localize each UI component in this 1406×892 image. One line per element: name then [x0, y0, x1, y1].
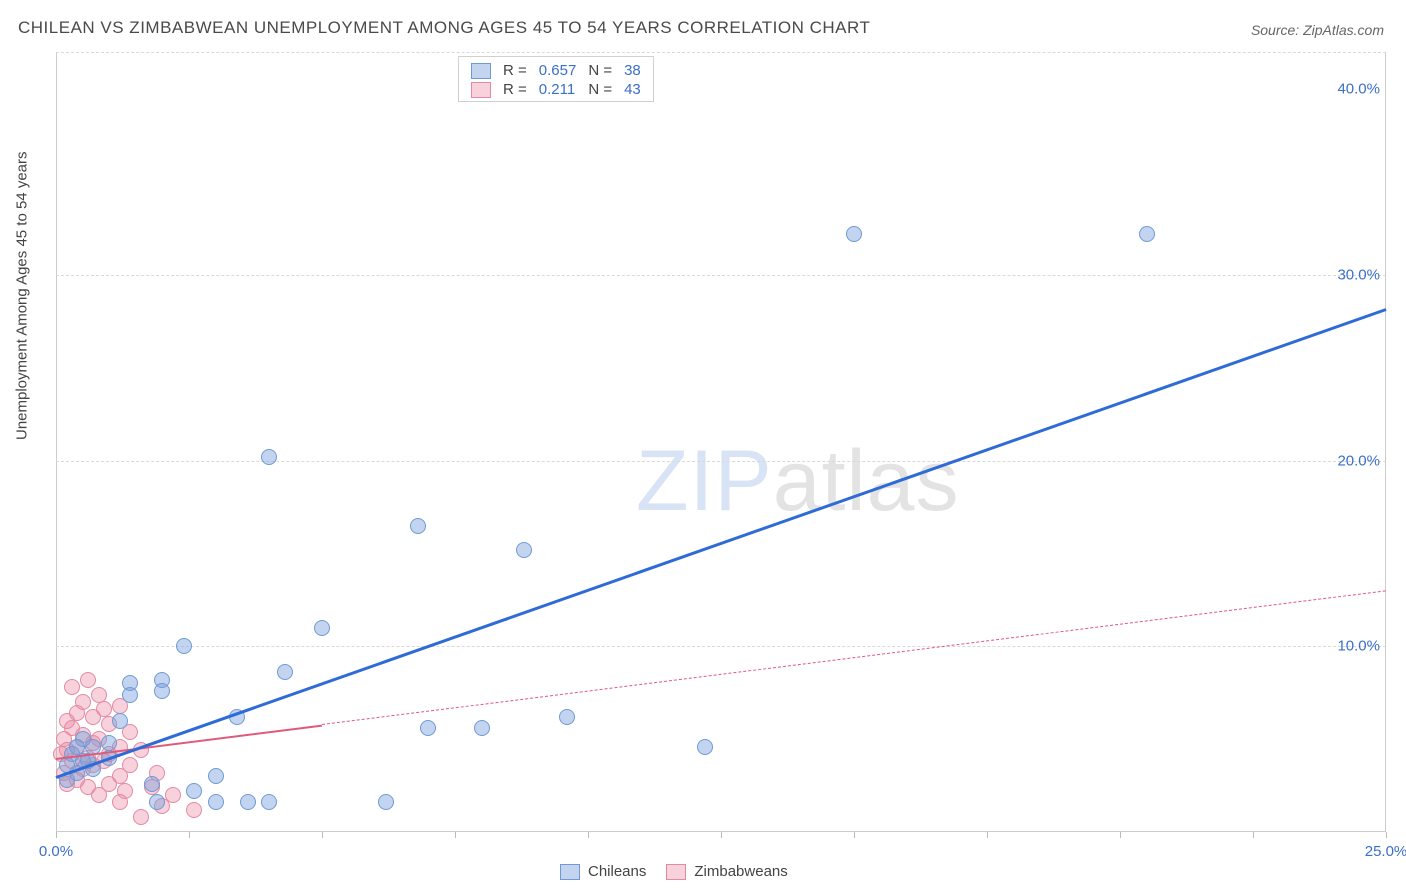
scatter-point-zimbabweans	[59, 713, 75, 729]
scatter-point-zimbabweans	[91, 687, 107, 703]
gridline-h	[56, 461, 1386, 462]
scatter-point-chileans	[176, 638, 192, 654]
x-tick-label: 25.0%	[1365, 843, 1406, 860]
scatter-point-chileans	[240, 794, 256, 810]
legend-r-value: 0.211	[533, 80, 583, 99]
gridline-h	[56, 52, 1386, 53]
right-axis-line	[1385, 52, 1386, 832]
scatter-point-chileans	[314, 620, 330, 636]
correlation-legend-table: R = 0.657 N = 38 R = 0.211 N = 43	[465, 61, 647, 99]
legend-swatch-zimbabweans	[471, 82, 491, 98]
scatter-point-chileans	[410, 518, 426, 534]
series-label-zimbabweans: Zimbabweans	[694, 863, 787, 880]
trendline-zimbabweans-dash	[322, 591, 1386, 726]
y-tick-label: 30.0%	[1337, 266, 1390, 283]
watermark-zip: ZIP	[636, 433, 773, 529]
scatter-point-chileans	[122, 687, 138, 703]
chart-plot-area: ZIPatlas 10.0%20.0%30.0%40.0%0.0%25.0%	[56, 52, 1386, 832]
trendline-chileans	[56, 308, 1387, 779]
scatter-point-chileans	[101, 735, 117, 751]
scatter-point-zimbabweans	[80, 672, 96, 688]
y-axis-title: Unemployment Among Ages 45 to 54 years	[14, 151, 31, 440]
scatter-point-chileans	[846, 226, 862, 242]
source-prefix: Source:	[1251, 22, 1303, 38]
scatter-point-chileans	[261, 794, 277, 810]
x-tick	[1253, 832, 1254, 838]
correlation-legend: R = 0.657 N = 38 R = 0.211 N = 43	[458, 56, 654, 102]
scatter-point-zimbabweans	[133, 809, 149, 825]
x-tick	[56, 832, 57, 838]
legend-r-value: 0.657	[533, 61, 583, 80]
legend-row-zimbabweans: R = 0.211 N = 43	[465, 80, 647, 99]
x-tick	[721, 832, 722, 838]
scatter-point-chileans	[261, 449, 277, 465]
legend-r-label: R =	[497, 61, 533, 80]
legend-n-value: 43	[618, 80, 647, 99]
scatter-point-chileans	[1139, 226, 1155, 242]
x-tick	[987, 832, 988, 838]
legend-n-label: N =	[582, 80, 618, 99]
scatter-point-chileans	[144, 776, 160, 792]
x-tick	[1120, 832, 1121, 838]
scatter-point-chileans	[186, 783, 202, 799]
legend-n-value: 38	[618, 61, 647, 80]
y-tick-label: 10.0%	[1337, 638, 1390, 655]
series-legend-item-chileans: Chileans	[560, 863, 646, 880]
scatter-point-zimbabweans	[112, 794, 128, 810]
x-tick	[455, 832, 456, 838]
source-credit: Source: ZipAtlas.com	[1251, 22, 1384, 38]
scatter-point-chileans	[420, 720, 436, 736]
x-tick	[854, 832, 855, 838]
chart-title: CHILEAN VS ZIMBABWEAN UNEMPLOYMENT AMONG…	[18, 18, 870, 38]
scatter-point-chileans	[112, 713, 128, 729]
scatter-point-chileans	[378, 794, 394, 810]
scatter-point-zimbabweans	[186, 802, 202, 818]
scatter-point-chileans	[149, 794, 165, 810]
series-legend: Chileans Zimbabweans	[560, 863, 788, 880]
y-tick-label: 40.0%	[1337, 81, 1390, 98]
source-name: ZipAtlas.com	[1303, 22, 1384, 38]
legend-n-label: N =	[582, 61, 618, 80]
scatter-point-chileans	[559, 709, 575, 725]
scatter-point-zimbabweans	[64, 679, 80, 695]
y-axis-line	[56, 52, 57, 832]
scatter-point-chileans	[154, 683, 170, 699]
gridline-h	[56, 646, 1386, 647]
scatter-point-chileans	[516, 542, 532, 558]
y-tick-label: 20.0%	[1337, 452, 1390, 469]
scatter-point-chileans	[474, 720, 490, 736]
scatter-point-zimbabweans	[85, 709, 101, 725]
x-tick-label: 0.0%	[39, 843, 73, 860]
x-tick	[189, 832, 190, 838]
series-legend-item-zimbabweans: Zimbabweans	[666, 863, 787, 880]
scatter-point-chileans	[208, 794, 224, 810]
series-label-chileans: Chileans	[588, 863, 646, 880]
scatter-point-chileans	[208, 768, 224, 784]
legend-row-chileans: R = 0.657 N = 38	[465, 61, 647, 80]
series-swatch-chileans	[560, 864, 580, 880]
legend-swatch-chileans	[471, 63, 491, 79]
series-swatch-zimbabweans	[666, 864, 686, 880]
x-tick	[1386, 832, 1387, 838]
scatter-point-chileans	[697, 739, 713, 755]
x-tick	[322, 832, 323, 838]
x-tick	[588, 832, 589, 838]
scatter-point-chileans	[277, 664, 293, 680]
gridline-h	[56, 275, 1386, 276]
legend-r-label: R =	[497, 80, 533, 99]
